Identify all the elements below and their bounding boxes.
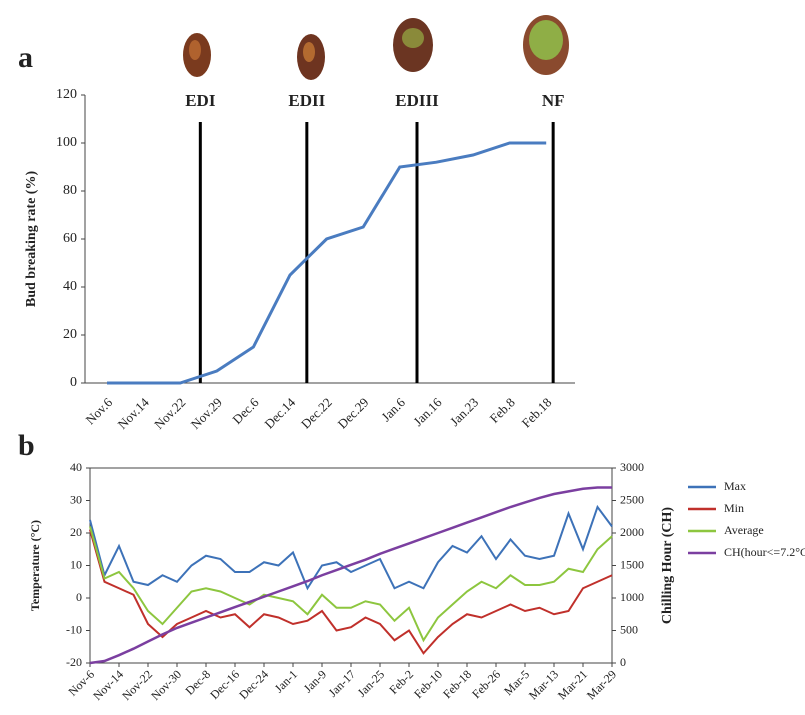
y-tick-label: 120 — [56, 87, 77, 102]
y2-tick-label: 2000 — [620, 525, 644, 539]
legend-label: Max — [724, 479, 746, 493]
panel-label: a — [18, 41, 33, 74]
x-tick-label: Nov-30 — [148, 667, 184, 703]
x-tick-label: Jan-17 — [326, 667, 359, 700]
y-tick-label: 60 — [63, 231, 77, 246]
y2-tick-label: 0 — [620, 655, 626, 669]
x-tick-label: Jan-1 — [272, 667, 300, 695]
legend-label: Average — [724, 523, 764, 537]
series-line — [90, 530, 612, 654]
y-tick-label: 40 — [63, 279, 77, 294]
stage-label: EDII — [288, 91, 325, 110]
x-tick-label: Nov.29 — [188, 395, 225, 432]
figure: aBud breaking rate (%)020406080100120Nov… — [0, 0, 805, 715]
x-tick-label: Dec.29 — [335, 395, 372, 432]
data-line — [107, 143, 546, 383]
series-line — [90, 527, 612, 641]
y2-tick-label: 3000 — [620, 460, 644, 474]
y-axis-label: Bud breaking rate (%) — [24, 171, 39, 308]
x-tick-label: Mar-29 — [584, 667, 619, 702]
y-tick-label: 30 — [70, 492, 82, 506]
x-tick-label: Feb.8 — [487, 395, 518, 426]
x-tick-label: Mar-21 — [555, 667, 590, 702]
series-line — [90, 507, 612, 588]
y2-axis-label: Chilling Hour (CH) — [660, 507, 675, 625]
stage-label: EDIII — [395, 91, 439, 110]
legend-label: Min — [724, 501, 744, 515]
x-tick-label: Jan-25 — [355, 667, 388, 700]
y2-tick-label: 500 — [620, 622, 638, 636]
y2-tick-label: 2500 — [620, 492, 644, 506]
x-tick-label: Jan.6 — [378, 394, 408, 424]
series-line — [90, 488, 612, 664]
y-tick-label: -20 — [66, 655, 82, 669]
legend-label: CH(hour<=7.2°C) — [724, 545, 805, 559]
x-tick-label: Jan.16 — [410, 394, 445, 429]
x-tick-label: Nov.6 — [82, 394, 115, 427]
x-tick-label: Feb-10 — [411, 667, 445, 701]
x-tick-label: Nov.14 — [114, 394, 152, 432]
y-tick-label: 20 — [63, 327, 77, 342]
x-tick-label: Dec-24 — [236, 667, 271, 702]
x-tick-label: Jan-9 — [301, 667, 329, 695]
x-tick-label: Jan.23 — [447, 395, 481, 429]
y-tick-label: 10 — [70, 557, 82, 571]
x-tick-label: Dec-16 — [207, 667, 242, 702]
y-tick-label: 0 — [76, 590, 82, 604]
panel-label: b — [18, 429, 35, 462]
bud-images — [183, 15, 569, 80]
y-tick-label: -10 — [66, 622, 82, 636]
x-tick-label: Feb-18 — [440, 667, 474, 701]
x-tick-label: Mar-13 — [526, 667, 561, 702]
stage-label: NF — [542, 91, 565, 110]
x-tick-label: Dec.14 — [261, 394, 298, 431]
y-tick-label: 0 — [70, 375, 77, 390]
y-tick-label: 40 — [70, 460, 82, 474]
x-tick-label: Dec.22 — [298, 395, 335, 432]
stage-label: EDI — [185, 91, 216, 110]
x-tick-label: Dec.6 — [229, 394, 262, 427]
x-tick-label: Feb.18 — [519, 395, 555, 431]
y-axis-label: Temperature (°C) — [28, 520, 42, 611]
y2-tick-label: 1500 — [620, 557, 644, 571]
y-tick-label: 100 — [56, 135, 77, 150]
y-tick-label: 80 — [63, 183, 77, 198]
x-tick-label: Nov.22 — [151, 395, 188, 432]
x-tick-label: Nov-22 — [119, 667, 155, 703]
y2-tick-label: 1000 — [620, 590, 644, 604]
x-tick-label: Nov-14 — [90, 667, 126, 703]
y-tick-label: 20 — [70, 525, 82, 539]
x-tick-label: Feb-26 — [469, 667, 503, 701]
